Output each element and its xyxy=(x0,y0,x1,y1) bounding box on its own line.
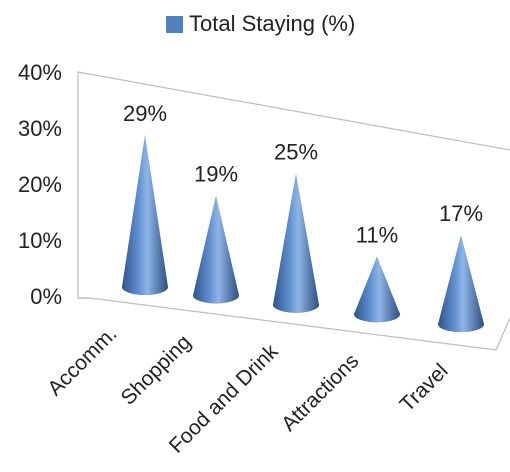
legend-label: Total Staying (%) xyxy=(189,11,356,36)
cone-body xyxy=(193,195,240,304)
data-label: 25% xyxy=(274,139,318,164)
data-label: 19% xyxy=(194,162,238,187)
chart-legend: Total Staying (%) xyxy=(166,10,355,38)
cone-body xyxy=(438,234,484,333)
y-axis-ticks: 0% 10% 20% 30% 40% xyxy=(18,60,62,309)
category-label: Attractions xyxy=(277,350,363,436)
cone-2 xyxy=(193,195,240,304)
back-wall xyxy=(77,72,90,299)
data-label: 17% xyxy=(439,201,483,226)
y-tick-label: 0% xyxy=(30,284,62,309)
floor xyxy=(89,297,510,351)
cone-body xyxy=(122,134,168,295)
y-tick-label: 10% xyxy=(18,228,62,253)
y-tick-label: 40% xyxy=(18,60,62,85)
cone-5 xyxy=(438,234,484,333)
y-tick-label: 20% xyxy=(18,172,62,197)
cone-1 xyxy=(122,134,168,295)
category-label: Accomm. xyxy=(43,322,121,400)
category-label: Travel xyxy=(396,359,453,416)
chart-walls xyxy=(77,71,510,351)
data-label: 29% xyxy=(123,101,167,126)
back-wall-edge xyxy=(77,71,510,151)
legend-swatch xyxy=(166,15,183,33)
data-label: 11% xyxy=(356,223,398,248)
cone-body xyxy=(273,173,319,313)
cone-body xyxy=(354,256,400,323)
cone-4 xyxy=(354,256,400,323)
category-label: Shopping xyxy=(117,331,196,410)
data-labels: 29% 19% 25% 11% 17% xyxy=(123,101,483,248)
cone-series xyxy=(122,134,484,333)
y-tick-label: 30% xyxy=(18,116,62,141)
cone-3 xyxy=(273,173,319,313)
